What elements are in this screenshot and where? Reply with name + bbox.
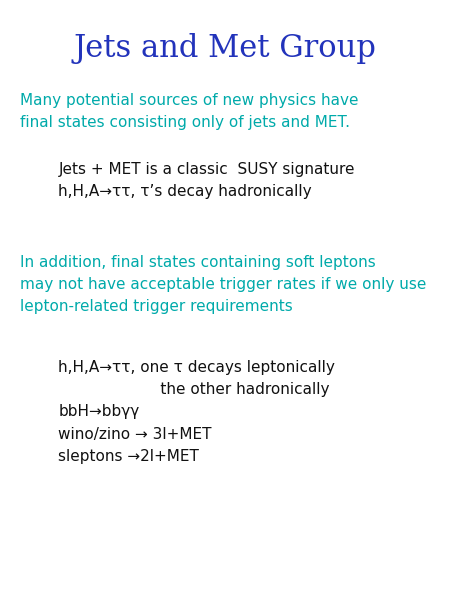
- Text: Jets and Met Group: Jets and Met Group: [73, 33, 377, 64]
- Text: Many potential sources of new physics have
final states consisting only of jets : Many potential sources of new physics ha…: [20, 93, 359, 130]
- Text: Jets + MET is a classic  SUSY signature
h,H,A→ττ, τ’s decay hadronically: Jets + MET is a classic SUSY signature h…: [58, 162, 355, 199]
- Text: h,H,A→ττ, one τ decays leptonically
                     the other hadronically
: h,H,A→ττ, one τ decays leptonically the …: [58, 360, 335, 464]
- Text: In addition, final states containing soft leptons
may not have acceptable trigge: In addition, final states containing sof…: [20, 255, 427, 314]
